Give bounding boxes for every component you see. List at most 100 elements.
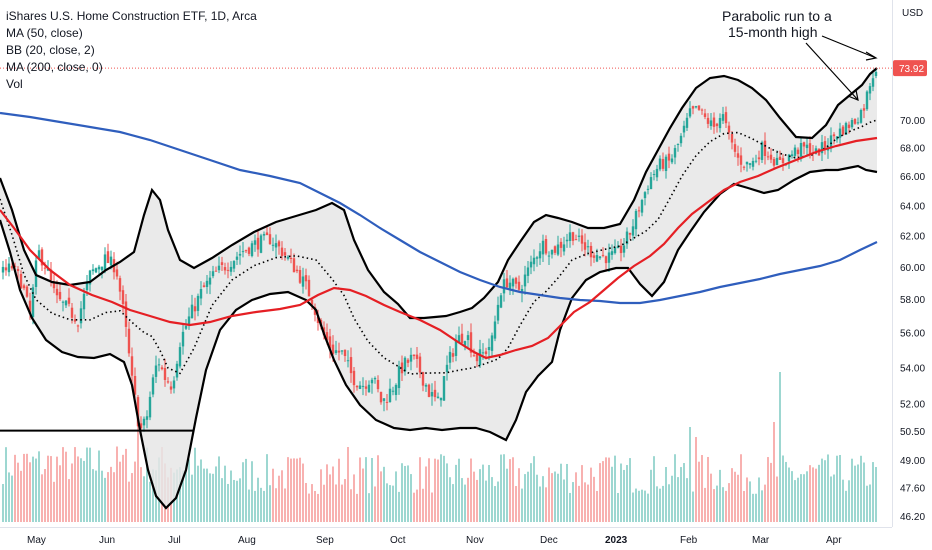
candle-up bbox=[799, 142, 803, 157]
volume-bar bbox=[335, 484, 337, 522]
volume-bar bbox=[185, 462, 187, 522]
candle-up bbox=[676, 143, 680, 145]
candle-down bbox=[67, 297, 71, 304]
volume-bar bbox=[455, 464, 457, 522]
volume-bar bbox=[308, 493, 310, 522]
candle-up bbox=[199, 289, 203, 299]
candle-down bbox=[697, 105, 701, 110]
ma200-line bbox=[0, 111, 878, 305]
volume-bar bbox=[704, 487, 706, 522]
candle-up bbox=[61, 301, 65, 303]
candle-up bbox=[442, 376, 446, 401]
volume-bar bbox=[725, 490, 727, 522]
y-tick-label: 49.00 bbox=[900, 456, 925, 467]
volume-bar bbox=[110, 466, 112, 522]
volume-bar bbox=[89, 447, 91, 522]
volume-bar bbox=[320, 469, 322, 522]
volume-bar bbox=[17, 462, 19, 522]
volume-bar bbox=[722, 487, 724, 522]
volume-bar bbox=[137, 412, 139, 522]
candle-down bbox=[385, 401, 389, 403]
volume-bar bbox=[206, 468, 208, 522]
volume-bar bbox=[641, 489, 643, 522]
candle-down bbox=[256, 237, 260, 250]
candle-up bbox=[142, 418, 146, 426]
volume-bar bbox=[614, 455, 616, 522]
volume-bar bbox=[512, 457, 514, 522]
candle-up bbox=[565, 239, 569, 242]
volume-bar bbox=[74, 447, 76, 522]
candle-down bbox=[700, 109, 704, 111]
volume-bar bbox=[413, 492, 415, 522]
candle-down bbox=[517, 281, 521, 290]
annotation-text: Parabolic run to a 15-month high bbox=[722, 8, 832, 40]
legend-symbol: iShares U.S. Home Construction ETF, 1D, … bbox=[6, 9, 257, 23]
candle-down bbox=[325, 332, 329, 341]
candle-down bbox=[415, 354, 419, 359]
candle-down bbox=[571, 232, 575, 241]
volume-bar bbox=[863, 462, 865, 522]
candle-up bbox=[526, 267, 530, 276]
candles bbox=[1, 69, 878, 438]
candle-up bbox=[397, 366, 401, 389]
volume-bar bbox=[515, 486, 517, 522]
volume-bar bbox=[395, 471, 397, 522]
candle-down bbox=[853, 118, 857, 124]
volume-bar bbox=[728, 483, 730, 522]
candle-down bbox=[433, 389, 437, 398]
candle-down bbox=[802, 142, 806, 147]
volume-bar bbox=[296, 458, 298, 522]
volume-bar bbox=[656, 486, 658, 522]
volume-bar bbox=[545, 487, 547, 522]
candle-down bbox=[757, 157, 761, 160]
volume-bar bbox=[701, 455, 703, 522]
candle-up bbox=[634, 210, 638, 230]
volume-bar bbox=[752, 493, 754, 522]
volume-bar bbox=[23, 453, 25, 522]
candle-up bbox=[250, 243, 254, 257]
volume-bar bbox=[230, 470, 232, 522]
candle-up bbox=[586, 246, 590, 248]
candle-down bbox=[703, 113, 707, 117]
candle-up bbox=[613, 247, 617, 254]
volume-bar bbox=[59, 465, 61, 522]
candle-down bbox=[223, 267, 227, 271]
candle-down bbox=[310, 299, 314, 305]
candle-down bbox=[772, 158, 776, 166]
volume-bar bbox=[812, 467, 814, 522]
y-tick-label: 60.00 bbox=[900, 263, 925, 274]
volume-bar bbox=[362, 468, 364, 522]
volume-bar bbox=[140, 467, 142, 522]
volume-bar bbox=[338, 458, 340, 522]
x-tick-label: Oct bbox=[390, 535, 406, 546]
bb-basis-line bbox=[0, 119, 878, 375]
y-tick-label: 68.00 bbox=[900, 144, 925, 155]
volume-bar bbox=[476, 479, 478, 522]
x-tick-label: Feb bbox=[680, 535, 698, 546]
volume-bar bbox=[506, 468, 508, 522]
volume-bar bbox=[20, 470, 22, 522]
volume-bar bbox=[353, 474, 355, 522]
volume-bar bbox=[356, 493, 358, 522]
volume-bar bbox=[734, 471, 736, 522]
volume-bar bbox=[101, 470, 103, 522]
candle-up bbox=[865, 91, 869, 110]
candle-up bbox=[616, 245, 620, 249]
candle-down bbox=[202, 285, 206, 288]
candle-down bbox=[412, 354, 416, 357]
candle-up bbox=[346, 360, 350, 362]
volume-bar bbox=[131, 473, 133, 522]
candle-down bbox=[472, 355, 476, 357]
candle-down bbox=[292, 258, 296, 273]
volume-bar bbox=[350, 489, 352, 522]
volume-bar bbox=[200, 459, 202, 522]
volume-bar bbox=[530, 463, 532, 522]
candle-down bbox=[574, 239, 578, 241]
candle-up bbox=[694, 106, 698, 108]
volume-bar bbox=[179, 467, 181, 522]
volume-bar bbox=[53, 481, 55, 522]
candle-down bbox=[268, 234, 272, 245]
volume-bar bbox=[44, 469, 46, 522]
volume-bar bbox=[539, 486, 541, 522]
